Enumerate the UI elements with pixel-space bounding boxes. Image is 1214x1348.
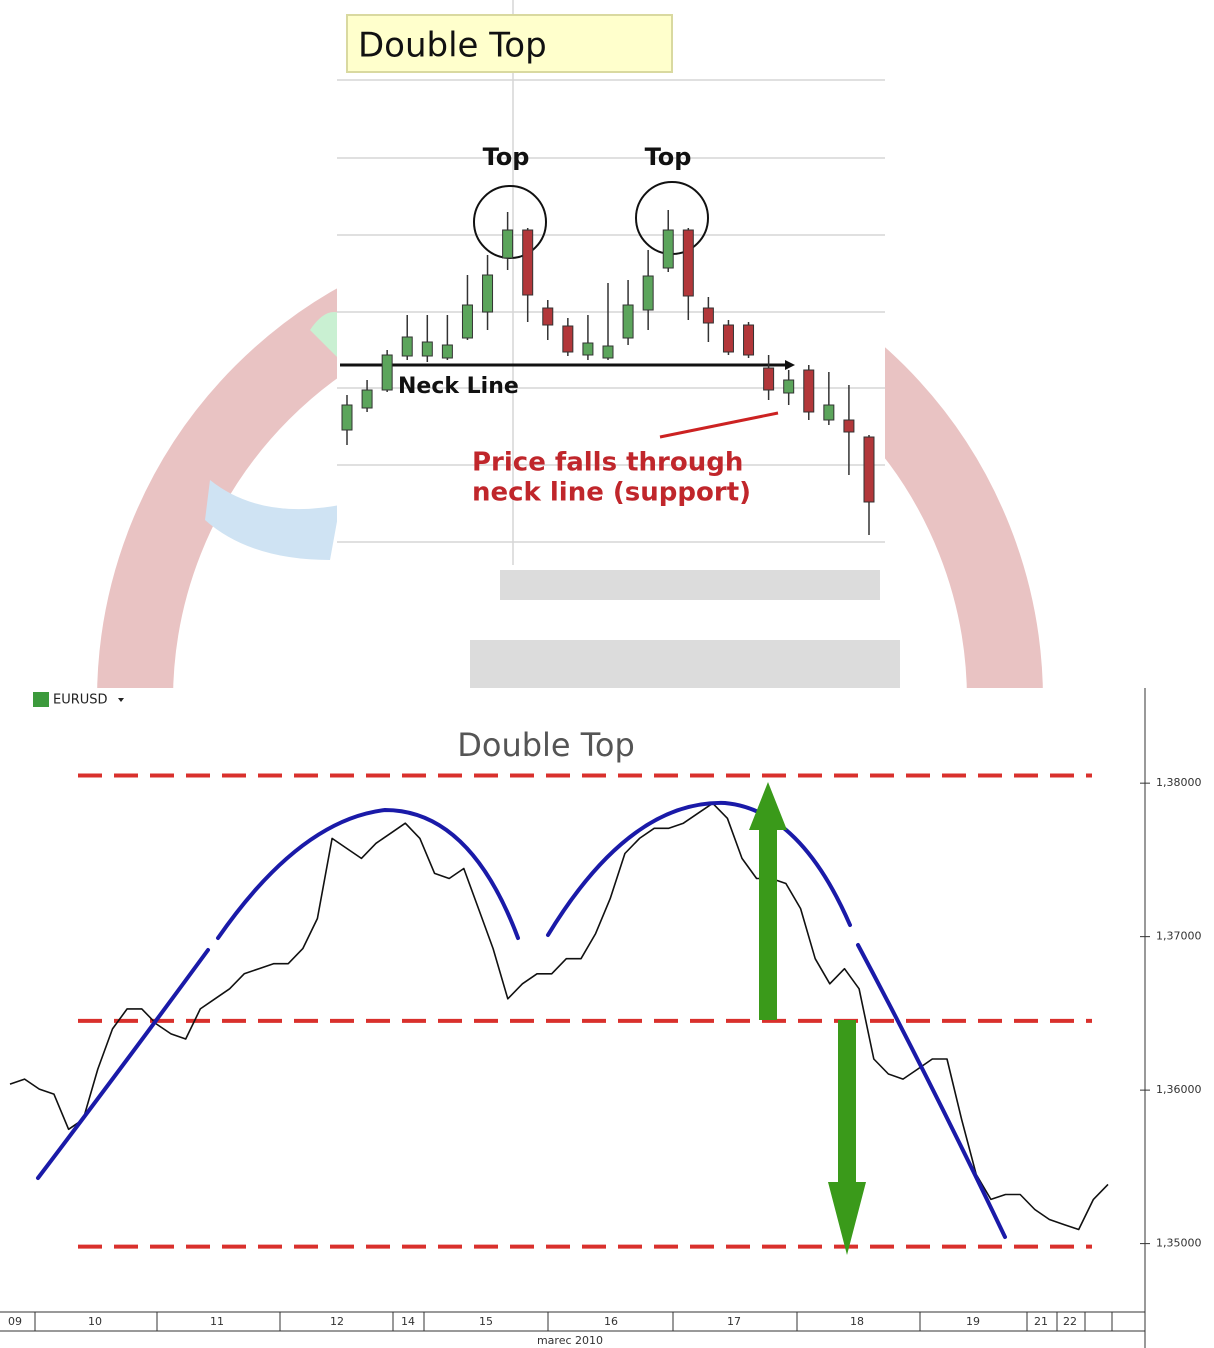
y-tick-label: 1,36000 (1156, 1083, 1202, 1096)
candle-body (602, 345, 614, 359)
x-tick-label: 19 (966, 1315, 980, 1328)
candle-body (783, 379, 795, 394)
y-tick-label: 1,37000 (1156, 930, 1202, 943)
chart-title: Double Top (457, 726, 635, 764)
candle-body (702, 307, 714, 324)
pattern-arc (36, 948, 210, 1180)
x-tick-label: 21 (1034, 1315, 1048, 1328)
symbol-icon (33, 692, 49, 707)
x-tick-label: 15 (479, 1315, 493, 1328)
neck-arrowhead (785, 360, 795, 370)
candle-body (662, 229, 674, 269)
symbol: EURUSD (53, 693, 108, 708)
down-arrow (828, 1020, 866, 1255)
candle-body (642, 275, 654, 311)
candle-body (421, 341, 433, 357)
candle-body (803, 369, 815, 413)
candle-body (502, 229, 514, 259)
x-tick-label: 16 (604, 1315, 618, 1328)
x-axis-label: marec 2010 (537, 1334, 603, 1347)
candle-body (522, 229, 534, 296)
candle-body (441, 344, 453, 359)
watermark-shape (205, 480, 340, 560)
x-tick-label: 14 (401, 1315, 415, 1328)
candle-body (582, 342, 594, 356)
y-tick-label: 1,35000 (1156, 1237, 1202, 1250)
target-arrows (749, 782, 866, 1255)
watermark-shape (470, 570, 900, 688)
candle-body (763, 367, 775, 391)
candle-body (361, 389, 373, 409)
pattern-arcs (36, 800, 1007, 1239)
candle-body (381, 354, 393, 391)
x-tick-label: 22 (1063, 1315, 1077, 1328)
x-tick-label: 12 (330, 1315, 344, 1328)
chart-title: Double Top (358, 26, 547, 66)
candle-body (843, 419, 855, 433)
annotation: Price falls through (472, 448, 743, 478)
candle-body (823, 404, 835, 421)
peak-label: Top (645, 143, 692, 171)
x-tick-label: 09 (8, 1315, 22, 1328)
candle-body (863, 436, 875, 503)
pattern-arc (546, 800, 852, 937)
chart-panel (0, 688, 1214, 1348)
up-arrow (749, 782, 787, 1020)
candle-body (682, 229, 694, 297)
candle-body (722, 324, 734, 353)
annotation: neck line (support) (472, 478, 751, 508)
x-tick-label: 17 (727, 1315, 741, 1328)
illustration-panel (337, 0, 885, 565)
candle-body (743, 324, 755, 356)
dropdown-caret[interactable] (118, 698, 124, 702)
title-box (346, 14, 673, 73)
x-tick-label: 18 (850, 1315, 864, 1328)
annotation-pointer (659, 411, 779, 439)
neck-label: Neck Line (398, 374, 519, 399)
candle-body (461, 304, 473, 339)
grid (337, 0, 885, 565)
price-line (9, 802, 1109, 1231)
candle-body (341, 404, 353, 431)
y-tick-label: 1,38000 (1156, 776, 1202, 789)
candle-body (401, 336, 413, 357)
x-tick-label: 11 (210, 1315, 224, 1328)
candle-body (562, 325, 574, 353)
peak-label: Top (483, 143, 530, 171)
x-tick-label: 10 (88, 1315, 102, 1328)
pattern-arc (856, 943, 1007, 1239)
candle-body (482, 274, 494, 313)
pattern-arc (216, 807, 520, 940)
candle-body (542, 307, 554, 326)
candle-body (622, 304, 634, 339)
